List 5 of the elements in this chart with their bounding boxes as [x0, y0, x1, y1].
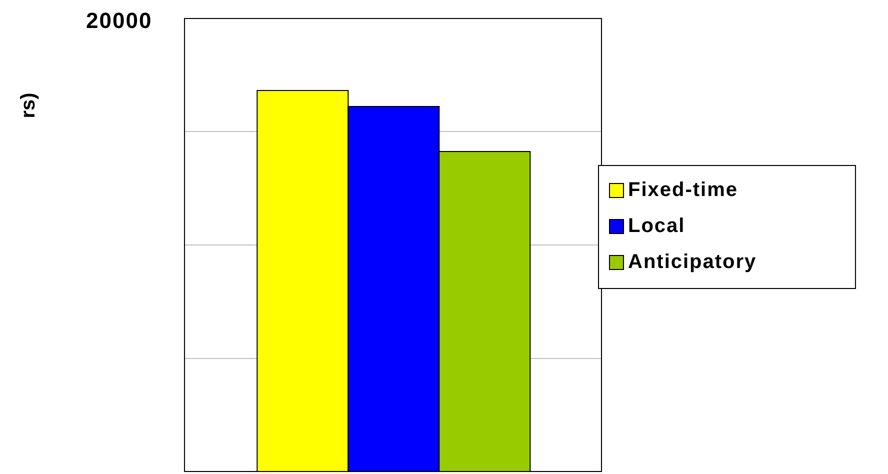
legend-label: Local [628, 214, 686, 238]
text: rs) [17, 92, 40, 118]
legend-label: Fixed-time [628, 178, 738, 202]
legend-label: Anticipatory [628, 250, 757, 274]
text: 20000 [86, 8, 152, 34]
